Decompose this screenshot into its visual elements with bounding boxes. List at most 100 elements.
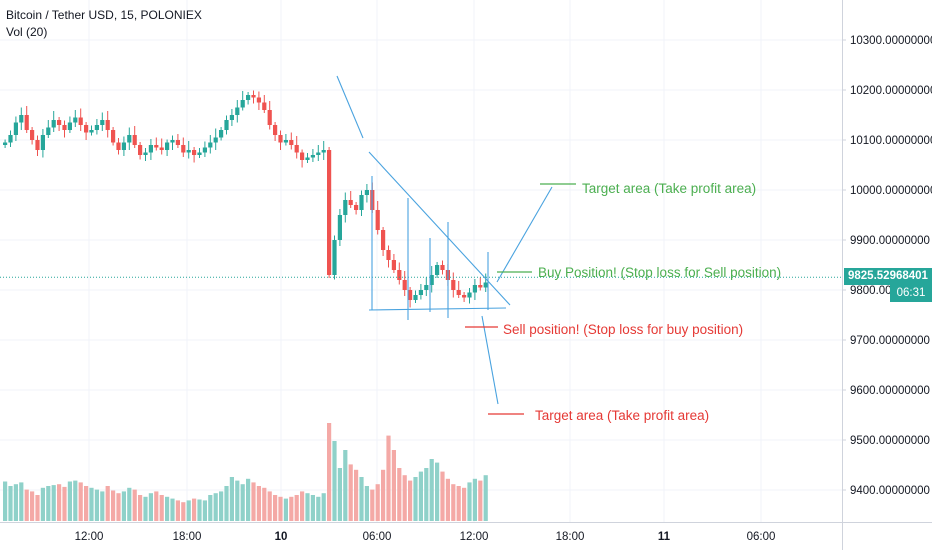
volume-bar xyxy=(397,468,402,521)
candle-body xyxy=(418,290,423,295)
volume-bar xyxy=(413,477,418,521)
volume-bar xyxy=(159,495,164,521)
candle-body xyxy=(8,135,13,143)
volume-bar xyxy=(181,502,186,521)
candle-body xyxy=(289,140,294,145)
volume-bar xyxy=(424,468,429,521)
volume-bar xyxy=(348,464,353,521)
candle-body xyxy=(397,270,402,280)
time-tick-label: 12:00 xyxy=(460,531,489,543)
volume-bar xyxy=(337,468,342,521)
candle-body xyxy=(132,135,137,145)
candle-body xyxy=(251,95,256,98)
volume-bar xyxy=(111,490,116,521)
candle-body xyxy=(224,120,229,130)
candle-body xyxy=(197,152,202,155)
volume-bar xyxy=(440,471,445,521)
symbol-label: Bitcoin / Tether USD, 15, POLONIEX xyxy=(6,8,202,22)
candle-body xyxy=(283,140,288,143)
volume-bar xyxy=(94,489,99,521)
candle-body xyxy=(462,295,467,298)
candle-body xyxy=(402,280,407,290)
time-tick-label: 11 xyxy=(658,531,671,543)
volume-bar xyxy=(105,486,110,521)
volume-bar xyxy=(451,484,456,521)
candle-body xyxy=(121,142,126,150)
volume-bar xyxy=(321,493,326,521)
volume-bar xyxy=(35,495,40,521)
candle-body xyxy=(256,97,261,103)
candle-body xyxy=(51,120,56,128)
candle-body xyxy=(186,150,191,153)
volume-bar xyxy=(89,487,94,521)
volume-bar xyxy=(472,478,477,521)
candle-body xyxy=(408,290,413,300)
candle-body xyxy=(310,155,315,158)
volume-bar xyxy=(240,484,245,521)
volume-bar xyxy=(408,480,413,521)
volume-bar xyxy=(170,498,175,521)
candle-body xyxy=(127,135,132,143)
candle-body xyxy=(235,107,240,115)
volume-bar xyxy=(386,435,391,521)
volume-bar xyxy=(192,498,197,521)
volume-bar xyxy=(381,469,386,521)
volume-bar xyxy=(73,480,78,521)
candle-body xyxy=(73,117,78,123)
candle-body xyxy=(375,210,380,230)
volume-bar xyxy=(3,481,8,521)
volume-bar xyxy=(262,487,267,521)
candle-body xyxy=(246,95,251,100)
candle-body xyxy=(138,145,143,155)
volume-bar xyxy=(219,491,224,521)
pattern-drawings[interactable] xyxy=(336,75,553,405)
candle-body xyxy=(316,152,321,155)
volume-bar xyxy=(316,496,321,521)
candle-body xyxy=(78,117,83,125)
triangle-upper-line xyxy=(368,151,511,306)
volume-bar xyxy=(132,489,137,521)
projection-down-line xyxy=(481,315,499,405)
candle-body xyxy=(57,120,62,125)
volume-bar xyxy=(467,482,472,521)
volume-bar xyxy=(359,477,364,521)
candle-body xyxy=(435,265,440,275)
candle-body xyxy=(381,230,386,250)
volume-bar xyxy=(46,486,51,521)
candle-body xyxy=(451,280,456,290)
candle-body xyxy=(143,152,148,155)
price-tick-label: 9400.00000000 xyxy=(850,485,930,497)
time-axis-labels: 12:00 18:00 10 06:00 12:00 18:00 11 06:00 xyxy=(75,531,776,543)
annotation-label: Sell position! (Stop loss for buy positi… xyxy=(503,322,743,337)
candle-body xyxy=(229,115,234,120)
candle-body xyxy=(440,265,445,270)
candle-body xyxy=(13,122,18,135)
volume-bar xyxy=(175,500,180,521)
candle-body xyxy=(273,125,278,135)
time-tick-label: 10 xyxy=(275,531,288,543)
candle-body xyxy=(267,110,272,125)
time-tick-label: 12:00 xyxy=(75,531,104,543)
volume-bar xyxy=(13,484,18,521)
volume-bar xyxy=(19,482,24,521)
volume-bar xyxy=(483,475,488,521)
volume-bar xyxy=(224,486,229,521)
candle-body xyxy=(354,205,359,210)
volume-bar xyxy=(273,495,278,521)
volume-bar xyxy=(121,491,126,521)
candle-body xyxy=(46,127,51,135)
volume-bar xyxy=(235,480,240,521)
annotation-label: Target area (Take profit area) xyxy=(535,408,709,423)
annotation-label: Buy Position! (Stop loss for Sell positi… xyxy=(538,265,781,280)
volume-bar xyxy=(391,450,396,521)
volume-label: Vol (20) xyxy=(6,25,48,39)
volume-bar xyxy=(78,482,83,521)
candle-body xyxy=(294,145,299,153)
volume-bar xyxy=(127,487,132,521)
candle-body xyxy=(305,157,310,160)
volume-bar xyxy=(478,480,483,521)
candles xyxy=(3,90,488,308)
candle-body xyxy=(364,190,369,195)
candle-body xyxy=(67,122,72,130)
